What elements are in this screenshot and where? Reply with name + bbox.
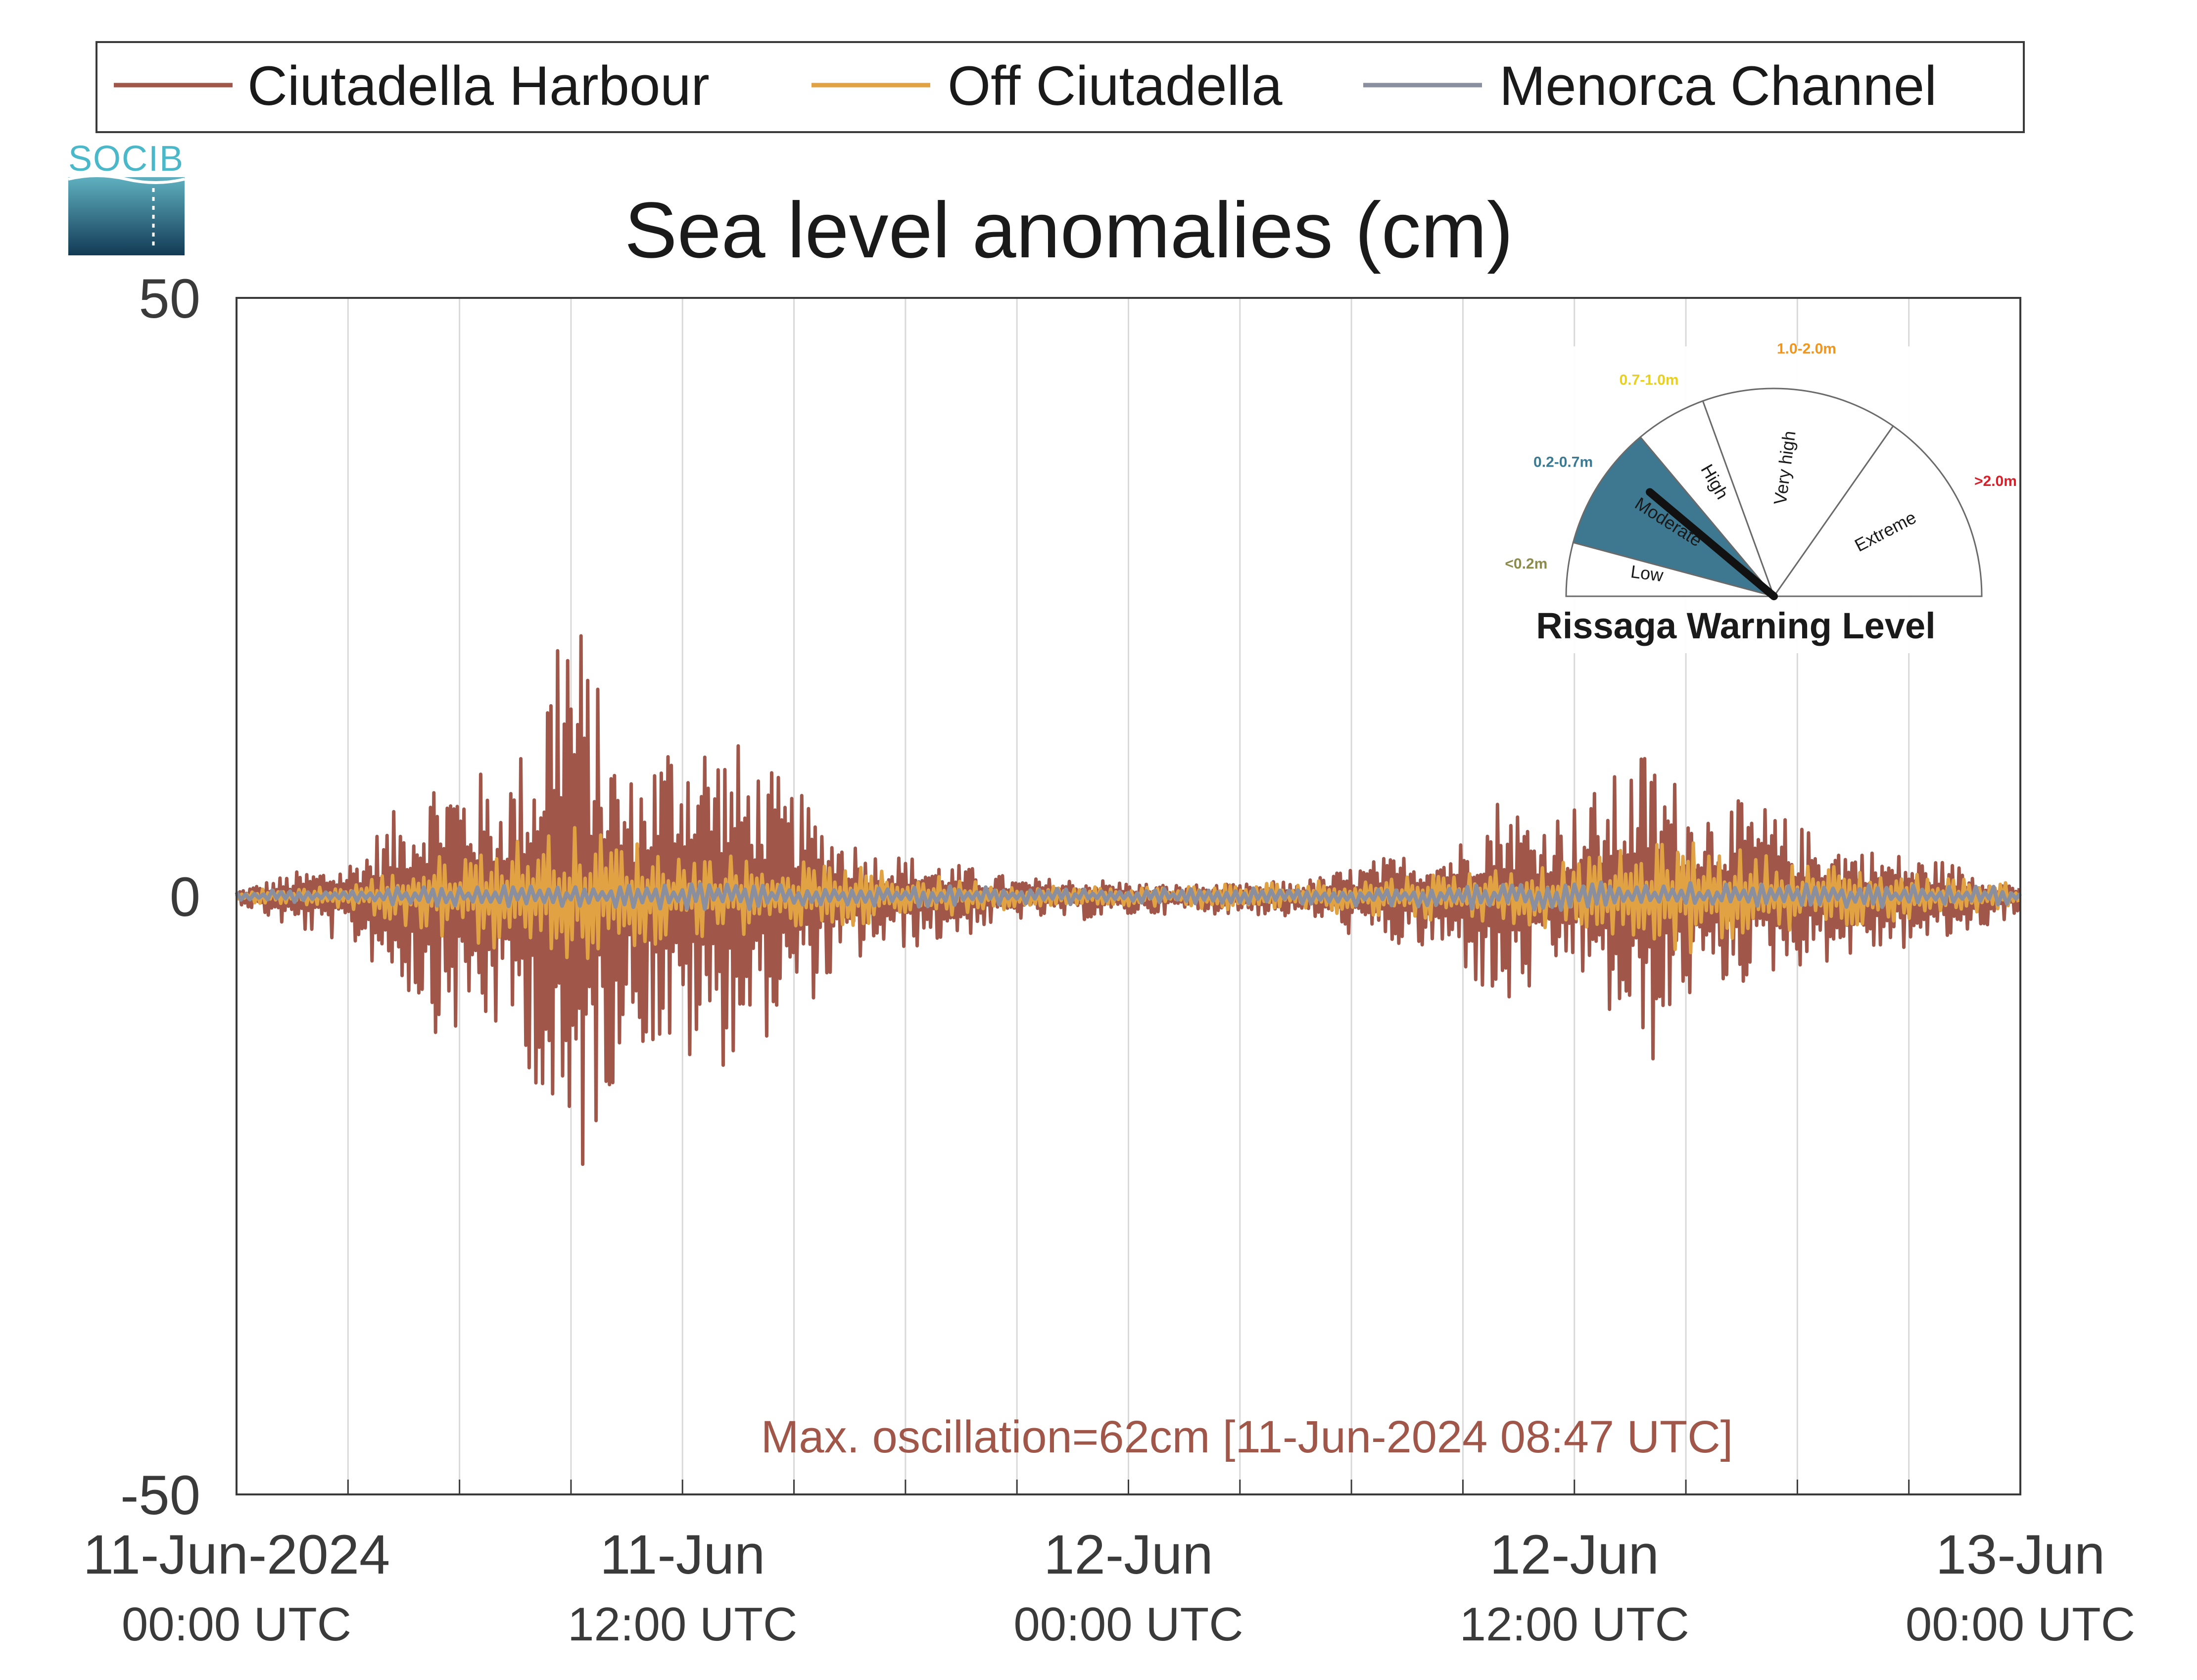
gauge-sector-extreme: [1772, 425, 1983, 597]
x-tick-time-label: 12:00 UTC: [1460, 1598, 1689, 1651]
x-axis-ticks: 11-Jun-2024 00:00 UTC 11-Jun 12:00 UTC 12-Ju…: [83, 1524, 2135, 1651]
x-tick-date-label: 11-Jun: [600, 1524, 765, 1585]
legend-box: [96, 41, 2025, 133]
legend-label-ciutadella-harbour: Ciutadella Harbour: [247, 55, 710, 117]
y-tick-label: 50: [139, 268, 200, 330]
series-line-off-ciutadella: [235, 826, 2020, 960]
logo-text: SOCIB: [68, 139, 184, 179]
gauge-range-label: 1.0-2.0m: [1777, 340, 1836, 357]
max-oscillation-note: Max. oscillation=62cm [11-Jun-2024 08:47…: [761, 1412, 1733, 1462]
x-tick-date-label: 12-Jun: [1044, 1524, 1213, 1585]
gauge-needle: [1646, 488, 1778, 600]
gauge-sector-high: [1639, 400, 1775, 597]
x-tick-date-label: 13-Jun: [1936, 1524, 2105, 1585]
logo-wave-icon: [68, 177, 185, 255]
series-line-menorca-channel: [235, 880, 2022, 912]
chart-title: Sea level anomalies (cm): [624, 186, 1513, 274]
legend-label-menorca-channel: Menorca Channel: [1499, 55, 1937, 117]
data-series: [235, 634, 2022, 1166]
logo-wave-line: [68, 174, 185, 184]
x-tick-date-label: 12-Jun: [1490, 1524, 1659, 1585]
y-tick-label: 0: [170, 866, 200, 928]
legend-label-off-ciutadella: Off Ciutadella: [948, 55, 1283, 117]
gauge-range-label: 0.2-0.7m: [1533, 454, 1593, 471]
plot-frame: [236, 297, 2021, 1495]
x-tick-time-label: 00:00 UTC: [1906, 1598, 2135, 1651]
gauge-range-label: >2.0m: [1974, 473, 2017, 489]
gauge-title: Rissaga Warning Level: [1536, 605, 1935, 646]
y-axis-ticks: 50 0 -50: [120, 268, 200, 1526]
x-tick-time-label: 00:00 UTC: [1013, 1598, 1243, 1651]
y-tick-label: -50: [120, 1464, 200, 1526]
socib-logo: SOCIB: [68, 139, 185, 255]
gauge-range-label: 0.7-1.0m: [1619, 372, 1678, 388]
x-tick-time-label: 00:00 UTC: [122, 1598, 351, 1651]
x-tick-time-label: 12:00 UTC: [568, 1598, 797, 1651]
x-tick-date-label: 11-Jun-2024: [83, 1524, 390, 1585]
legend: Ciutadella Harbour Off Ciutadella Menorc…: [96, 41, 2025, 133]
gauge-range-label: <0.2m: [1505, 556, 1547, 572]
gauge-sector-very-high: [1702, 387, 1894, 598]
